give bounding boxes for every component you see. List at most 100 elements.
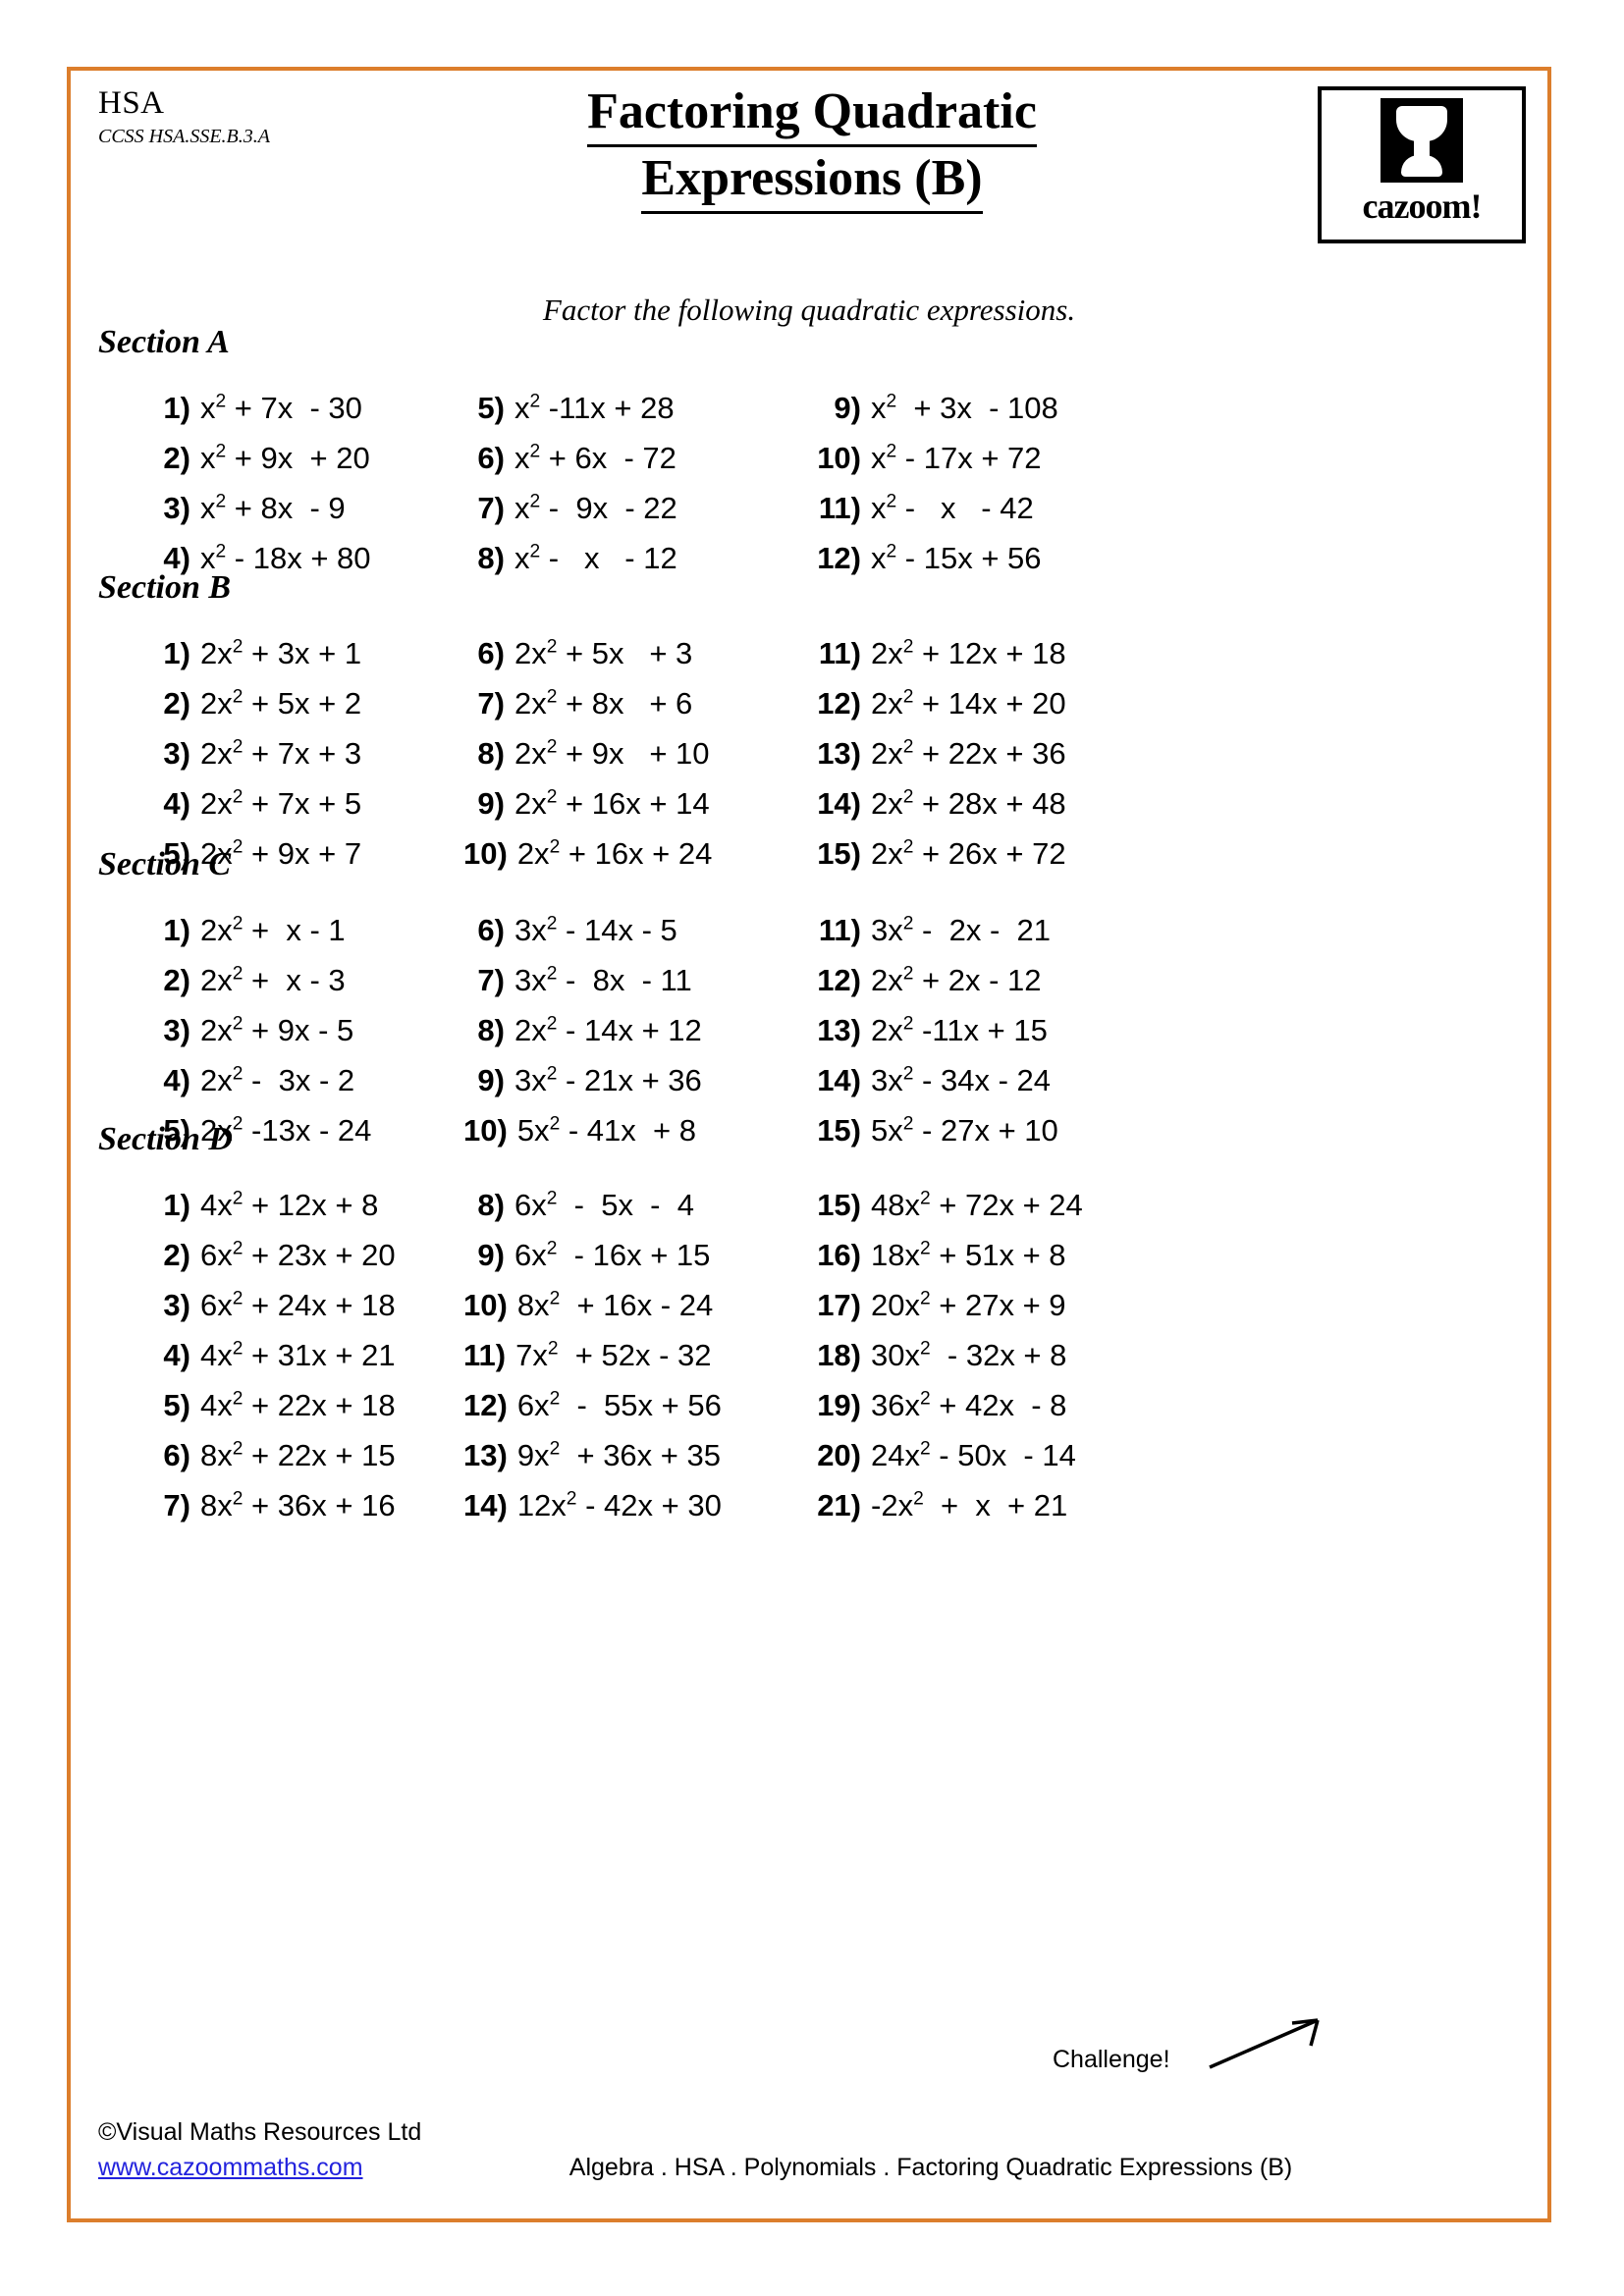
question-item: 4) 2x2 + 7x + 5 [149, 778, 361, 828]
question-number: 1) [163, 913, 190, 947]
quadratic-expression: 2x2 + 8x + 6 [514, 686, 693, 721]
question-number: 8) [477, 736, 505, 771]
question-number: 10) [463, 836, 508, 871]
question-number: 12) [817, 963, 861, 997]
question-number: 3) [163, 491, 190, 525]
question-item: 12) 2x2 + 2x - 12 [802, 955, 1058, 1005]
quadratic-expression: 6x2 - 5x - 4 [514, 1188, 694, 1222]
question-item: 7) 8x2 + 36x + 16 [149, 1480, 396, 1530]
question-item: 14) 3x2 - 34x - 24 [802, 1055, 1058, 1105]
question-item: 10) 5x2 - 41x + 8 [463, 1105, 702, 1155]
quadratic-expression: 3x2 - 2x - 21 [871, 913, 1051, 947]
question-item: 9) x2 + 3x - 108 [802, 383, 1057, 433]
question-number: 1) [163, 636, 190, 670]
question-number: 9) [477, 1238, 505, 1272]
question-item: 15) 48x2 + 72x + 24 [802, 1180, 1083, 1230]
question-number: 7) [477, 491, 505, 525]
quadratic-expression: 8x2 + 36x + 16 [200, 1488, 396, 1522]
page-footer: ©Visual Maths Resources Ltd www.cazoomma… [98, 2118, 1528, 2197]
question-item: 6) 8x2 + 22x + 15 [149, 1430, 395, 1480]
quadratic-expression: 2x2 + 16x + 24 [516, 836, 713, 871]
section-heading: Section A [98, 324, 230, 360]
question-number: 11) [463, 1338, 507, 1372]
question-number: 13) [817, 736, 861, 771]
quadratic-expression: 5x2 - 27x + 10 [871, 1113, 1058, 1148]
question-number: 8) [477, 541, 505, 575]
quadratic-expression: -2x2 + x + 21 [871, 1488, 1068, 1522]
question-item: 7) 2x2 + 8x + 6 [463, 678, 712, 728]
question-number: 7) [477, 686, 505, 721]
question-item: 5) 2x2 -13x - 24 [149, 1105, 371, 1155]
question-item: 14) 12x2 - 42x + 30 [463, 1480, 722, 1530]
question-number: 16) [817, 1238, 861, 1272]
quadratic-expression: 6x2 - 55x + 56 [516, 1388, 722, 1422]
quadratic-expression: 6x2 - 16x + 15 [514, 1238, 711, 1272]
quadratic-expression: 2x2 + 12x + 18 [871, 636, 1066, 670]
quadratic-expression: 3x2 - 34x - 24 [871, 1063, 1051, 1097]
website-link[interactable]: www.cazoommaths.com [98, 2154, 363, 2181]
question-item: 14) 2x2 + 28x + 48 [802, 778, 1065, 828]
question-item: 13) 2x2 + 22x + 36 [802, 728, 1065, 778]
quadratic-expression: 2x2 + 5x + 2 [200, 686, 362, 721]
quadratic-expression: 30x2 - 32x + 8 [871, 1338, 1067, 1372]
quadratic-expression: 2x2 + 14x + 20 [871, 686, 1066, 721]
question-item: 18) 30x2 - 32x + 8 [802, 1330, 1083, 1380]
quadratic-expression: 2x2 + 9x - 5 [200, 1013, 354, 1047]
quadratic-expression: x2 - x - 42 [871, 491, 1034, 525]
quadratic-expression: 2x2 + 2x - 12 [871, 963, 1042, 997]
question-number: 9) [477, 786, 505, 821]
question-number: 14) [817, 1063, 861, 1097]
question-item: 3) 2x2 + 9x - 5 [149, 1005, 371, 1055]
question-number: 4) [163, 1338, 190, 1372]
quadratic-expression: 2x2 - 3x - 2 [200, 1063, 355, 1097]
question-number: 1) [163, 1188, 190, 1222]
quadratic-expression: x2 + 7x - 30 [200, 391, 362, 425]
question-number: 10) [463, 1288, 508, 1322]
quadratic-expression: x2 - 9x - 22 [514, 491, 677, 525]
question-number: 18) [817, 1338, 861, 1372]
course-code: HSA [98, 85, 165, 121]
question-number: 14) [817, 786, 861, 821]
question-number: 13) [817, 1013, 861, 1047]
page-header: HSA CCSS HSA.SSE.B.3.A Factoring Quadrat… [71, 71, 1547, 257]
quadratic-expression: 2x2 -11x + 15 [871, 1013, 1048, 1047]
quadratic-expression: 8x2 + 16x - 24 [516, 1288, 714, 1322]
section-heading: Section C [98, 846, 232, 882]
copyright-text: ©Visual Maths Resources Ltd [98, 2118, 422, 2146]
quadratic-expression: 2x2 + 9x + 7 [200, 836, 362, 871]
question-item: 5) 4x2 + 22x + 18 [149, 1380, 395, 1430]
question-number: 3) [163, 736, 190, 771]
quadratic-expression: x2 - 17x + 72 [871, 441, 1042, 475]
quadratic-expression: 6x2 + 23x + 20 [200, 1238, 396, 1272]
question-number: 6) [477, 913, 505, 947]
question-number: 9) [477, 1063, 505, 1097]
question-item: 1) 4x2 + 12x + 8 [149, 1180, 396, 1230]
question-item: 9) 3x2 - 21x + 36 [463, 1055, 701, 1105]
quadratic-expression: 3x2 - 8x - 11 [514, 963, 692, 997]
question-column: 11) 2x2 + 12x + 18 12) 2x2 + 14x + 20 13) 2x2… [802, 628, 1066, 879]
quadratic-expression: 6x2 + 24x + 18 [200, 1288, 396, 1322]
question-number: 12) [463, 1388, 508, 1422]
goblet-icon [1380, 98, 1463, 183]
question-item: 12) 2x2 + 14x + 20 [802, 678, 1066, 728]
question-number: 2) [163, 441, 190, 475]
quadratic-expression: x2 - x - 12 [514, 541, 677, 575]
quadratic-expression: 2x2 -13x - 24 [200, 1113, 372, 1148]
question-column: 9) x2 + 3x - 108 10) x2 - 17x + 72 11) x2 - x… [802, 383, 1058, 583]
quadratic-expression: 2x2 + x - 1 [200, 913, 346, 947]
section-heading: Section D [98, 1121, 233, 1157]
ccss-standard: CCSS HSA.SSE.B.3.A [98, 126, 270, 147]
quadratic-expression: x2 - 15x + 56 [871, 541, 1042, 575]
question-item: 7) x2 - 9x - 22 [463, 483, 677, 533]
quadratic-expression: 18x2 + 51x + 8 [871, 1238, 1066, 1272]
quadratic-expression: x2 + 9x + 20 [200, 441, 370, 475]
quadratic-expression: 2x2 + 7x + 5 [200, 786, 362, 821]
instruction-text: Factor the following quadratic expressio… [542, 293, 1076, 327]
question-number: 2) [163, 963, 190, 997]
question-item: 2) 2x2 + 5x + 2 [149, 678, 361, 728]
question-number: 1) [163, 391, 190, 425]
quadratic-expression: 2x2 + 5x + 3 [514, 636, 693, 670]
question-item: 10) 2x2 + 16x + 24 [463, 828, 712, 879]
quadratic-expression: x2 - 18x + 80 [200, 541, 371, 575]
breadcrumb: Algebra . HSA . Polynomials . Factoring … [568, 2154, 1293, 2181]
